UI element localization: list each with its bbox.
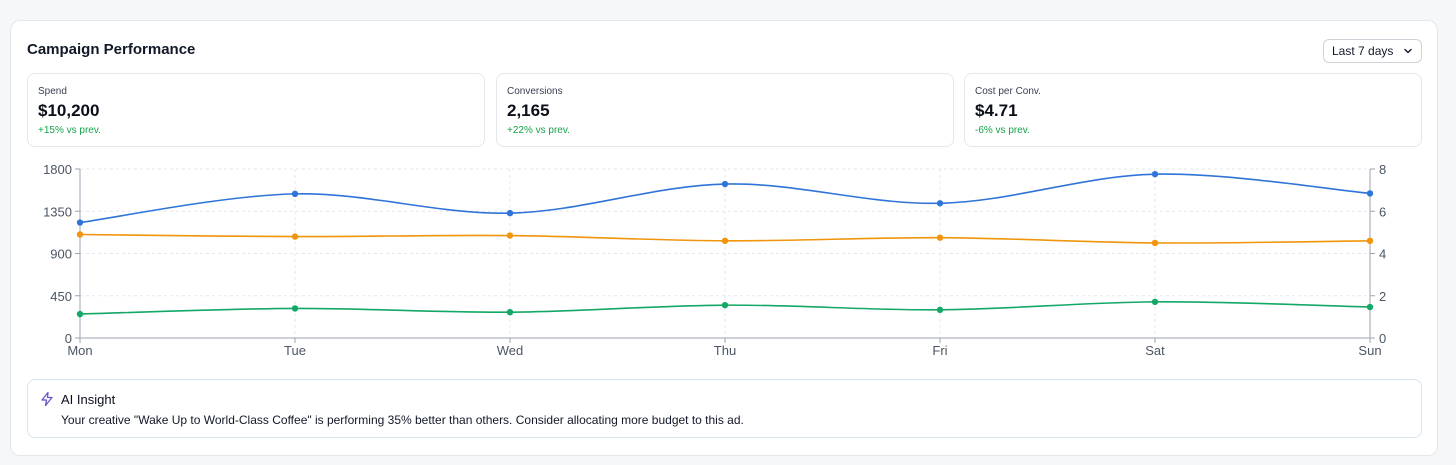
ai-insight-panel: AI Insight Your creative "Wake Up to Wor… [27,379,1422,438]
kpi-card-spend: Spend $10,200 +15% vs prev. [27,73,485,147]
data-point [1151,170,1159,178]
kpi-card-conversions: Conversions 2,165 +22% vs prev. [496,73,954,147]
kpi-label: Conversions [507,86,563,97]
x-tick-label: Fri [932,343,947,358]
y-tick-label-left: 450 [50,289,72,304]
date-range-value: Last 7 days [1332,44,1394,58]
kpi-value: 2,165 [507,101,550,120]
data-point [291,190,299,198]
chevron-down-icon [1404,48,1412,54]
date-range-select[interactable]: Last 7 days [1323,39,1422,63]
data-point [1366,303,1374,311]
data-point [936,306,944,314]
y-tick-label-left: 900 [50,247,72,262]
data-point [76,310,84,318]
kpi-card-cost-per-conv: Cost per Conv. $4.71 -6% vs prev. [964,73,1422,147]
y-tick-label-right: 6 [1379,204,1386,219]
data-point [721,301,729,309]
insight-text: Your creative "Wake Up to World-Class Co… [61,413,744,427]
data-point [1151,298,1159,306]
data-point [1366,190,1374,197]
x-tick-label: Thu [714,343,736,358]
data-point [76,219,84,226]
y-tick-label-left: 1350 [43,204,72,219]
data-point [936,234,944,241]
data-point [721,237,729,245]
y-tick-label-right: 4 [1379,247,1386,262]
data-point [506,209,514,217]
data-point [506,232,514,239]
kpi-change: -6% vs prev. [975,125,1030,136]
y-tick-label-left: 0 [65,331,72,346]
data-point [721,180,729,188]
kpi-label: Spend [38,86,67,97]
lightning-icon [41,391,53,407]
kpi-value: $4.71 [975,101,1018,120]
data-point [1151,239,1159,247]
x-tick-label: Sun [1358,343,1381,358]
kpi-value: $10,200 [38,101,100,120]
data-point [936,200,944,207]
card-title: Campaign Performance [27,41,196,58]
x-tick-label: Mon [67,343,92,358]
x-tick-label: Tue [284,343,306,358]
x-tick-label: Sat [1145,343,1165,358]
y-tick-label-right: 8 [1379,162,1386,177]
insight-title: AI Insight [61,392,116,407]
y-tick-label-right: 0 [1379,331,1386,346]
performance-line-chart: 0 450 900 1350 1800 0 2 4 6 8 Mon Tue Wed Thu Fri Sat Su… [43,162,1386,358]
y-tick-label-left: 1800 [43,162,72,177]
data-point [291,305,299,312]
data-point [1366,237,1374,245]
data-point [291,233,299,240]
y-tick-label-right: 2 [1379,289,1386,304]
data-point [76,231,84,238]
campaign-performance-card: Campaign Performance Last 7 days Spend $… [10,20,1438,456]
kpi-label: Cost per Conv. [975,86,1041,97]
x-tick-label: Wed [497,343,524,358]
kpi-change: +15% vs prev. [38,125,101,136]
kpi-change: +22% vs prev. [507,125,570,136]
data-point [506,308,514,316]
